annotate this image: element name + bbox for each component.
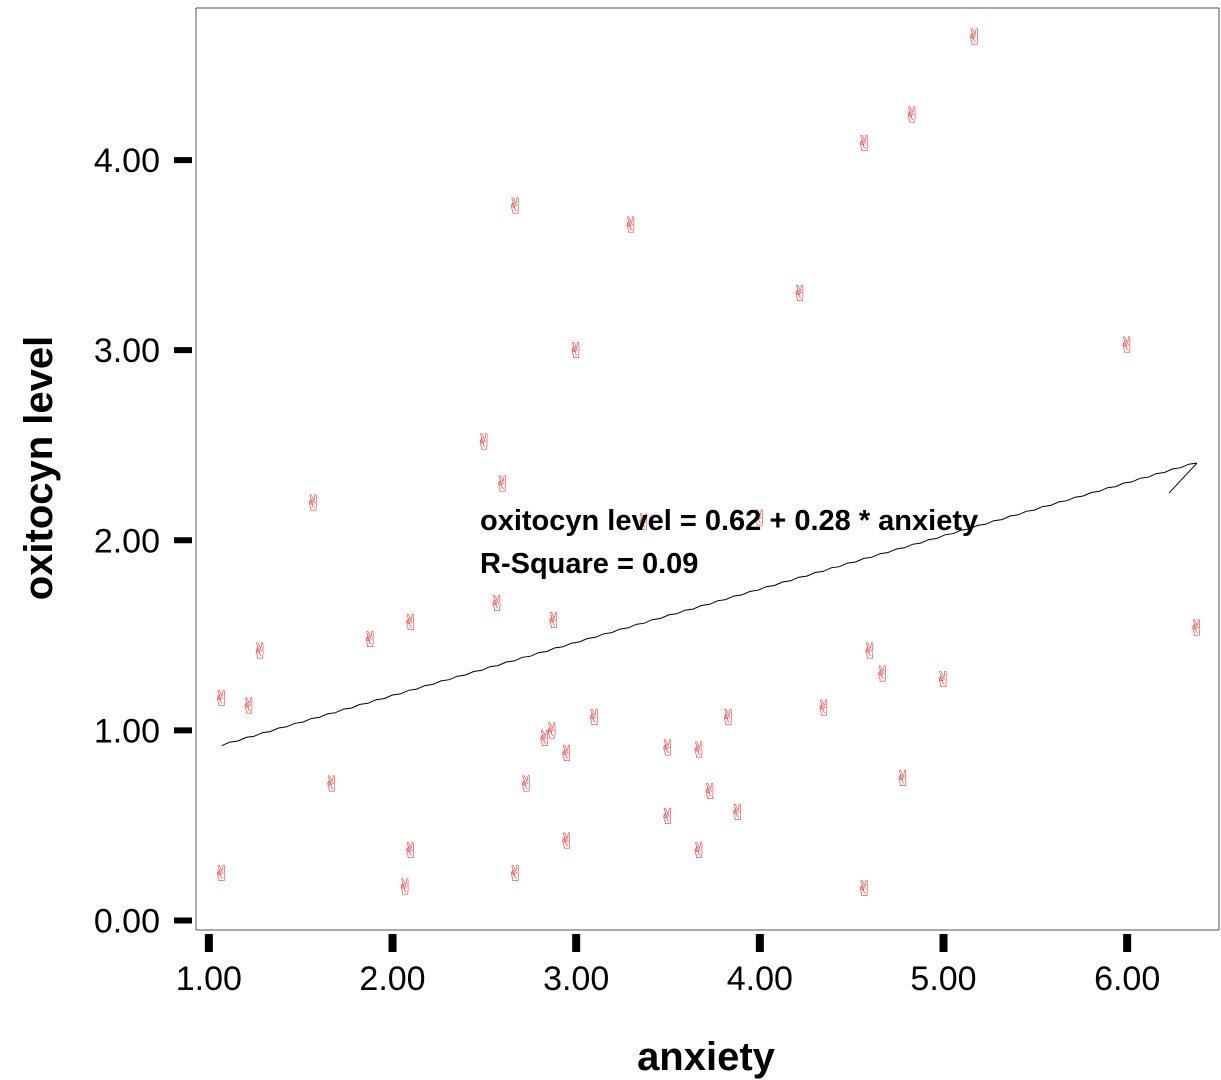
y-axis-title: oxitocyn level (17, 336, 61, 601)
plot-frame (195, 7, 1220, 931)
y-tick-label: 1.00 (94, 712, 160, 750)
data-point: ✌ (1118, 333, 1136, 358)
r-square-label: R-Square = 0.09 (480, 548, 698, 580)
data-point: ✌ (506, 195, 524, 220)
data-point: ✌ (212, 687, 230, 712)
data-point: ✌ (361, 628, 379, 653)
regression-line-group (221, 462, 1198, 747)
data-point: ✌ (791, 282, 809, 307)
data-point: ✌ (545, 609, 563, 634)
data-point: ✌ (506, 862, 524, 887)
data-point: ✌ (493, 472, 511, 497)
data-point: ✌ (815, 697, 833, 722)
y-tick-label: 0.00 (94, 902, 160, 940)
data-point: ✌ (1188, 617, 1206, 642)
y-tick-label: 4.00 (94, 142, 160, 180)
data-points: ✌✌ ✌✌✌✌✌✌✌✌✌✌✌✌✌✌✌✌✌✌✌✌✌✌✌✌✌✌✌✌✌✌✌✌✌✌✌✌✌✌… (212, 26, 1206, 903)
data-point: ✌ (861, 640, 879, 665)
data-point: ✌ (966, 26, 984, 51)
data-point: ✌ (488, 592, 506, 617)
x-tick-label: 5.00 (910, 960, 976, 998)
data-point: ✌ (934, 668, 952, 693)
data-point: ✌ (251, 640, 269, 665)
data-point: ✌ (475, 430, 493, 455)
data-point: ✌ (402, 611, 420, 636)
data-point: ✌ (402, 839, 420, 864)
data-point: ✌ (690, 839, 708, 864)
y-axis: 0.00 1.00 2.00 3.00 4.00 (94, 142, 192, 940)
x-tick-label: 1.00 (176, 960, 242, 998)
data-point: ✌ (751, 506, 769, 531)
data-point: ✌ (240, 695, 258, 720)
data-point: ✌ (323, 773, 341, 798)
data-point: ✌ (585, 706, 603, 731)
data-point: ✌ (304, 491, 322, 516)
x-tick-label: 3.00 (543, 960, 609, 998)
x-tick-label: 6.00 (1094, 960, 1160, 998)
data-point: ✌ (558, 830, 576, 855)
x-tick-label: 4.00 (727, 960, 793, 998)
data-point: ✌ (855, 877, 873, 902)
regression-equation: oxitocyn level = 0.62 + 0.28 * anxiety (480, 505, 978, 537)
y-tick-label: 2.00 (94, 522, 160, 560)
data-point: ✌ (396, 875, 414, 900)
regression-line (221, 462, 1198, 747)
data-point: ✌ (536, 727, 554, 752)
x-axis-title: anxiety (637, 1035, 776, 1079)
data-point: ✌ (517, 773, 535, 798)
data-point: ✌ (855, 132, 873, 157)
data-point: ✌ (659, 805, 677, 830)
data-point: ✌ (659, 737, 677, 762)
data-point: ✌ (729, 801, 747, 826)
data-point: ✌ (212, 862, 230, 887)
data-point: ✌ (903, 103, 921, 128)
data-point: ✌ (690, 738, 708, 763)
x-tick-label: 2.00 (359, 960, 425, 998)
data-point: ✌ (894, 767, 912, 792)
x-axis: 1.00 2.00 3.00 4.00 5.00 6.00 (176, 934, 1160, 998)
data-point: ✌ (543, 719, 561, 744)
y-tick-label: 3.00 (94, 332, 160, 370)
data-point: ✌ (635, 510, 653, 535)
data-point: ✌ (874, 662, 892, 687)
data-point: ✌ (701, 780, 719, 805)
data-point: ✌ (558, 742, 576, 767)
data-point: ✌ (622, 214, 640, 239)
data-point: ✌ (567, 339, 585, 364)
regression-line-tail (1168, 462, 1198, 494)
data-point: ✌ (719, 706, 737, 731)
